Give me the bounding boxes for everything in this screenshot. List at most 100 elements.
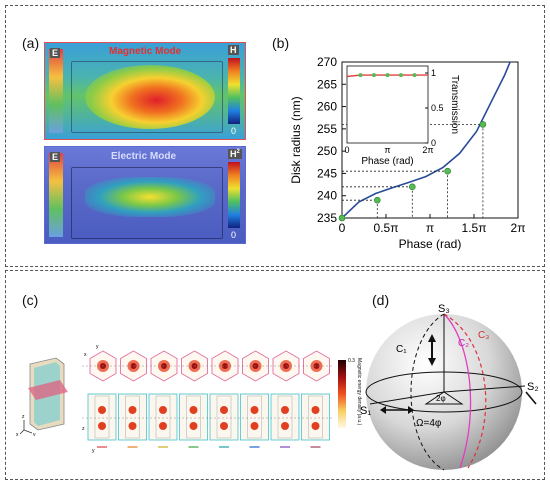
y-axis-label: Disk radius (nm): [289, 96, 303, 183]
inset-x-tick-label: 2π: [422, 145, 433, 155]
pillar-hotspot-top: [311, 406, 320, 414]
y-tick-label: 245: [317, 166, 337, 180]
y-tick-label: 265: [317, 77, 337, 91]
y-tick-label: 260: [317, 100, 337, 114]
axis3d-y: y: [33, 432, 36, 436]
electric-h-label: H2: [228, 149, 242, 159]
pillar-hotspot-bottom: [281, 422, 289, 430]
pillar-outline: [155, 395, 171, 439]
magnetic-colorbar: [228, 58, 240, 124]
x-tick-label: 1.5π: [462, 221, 487, 235]
panel-d-label: (d): [372, 292, 390, 308]
poincare-sphere: S₃ S₁ S₂ C₁ C₂ C₃ 2φ Ω=4φ: [360, 303, 539, 471]
inset-point: [371, 73, 376, 78]
pillar-cell: [270, 393, 300, 441]
inset-y-tick-label: 0.5: [431, 103, 444, 113]
magnetic-h-label: H: [228, 45, 239, 55]
bottom-axis-y: y: [92, 448, 95, 454]
x-axis-label: Phase (rad): [399, 237, 462, 251]
hexagon-core: [313, 363, 320, 369]
hexagon-core: [130, 363, 137, 369]
energy-colorbar-max: 0.3: [348, 358, 355, 364]
pillar-cell: [179, 393, 208, 441]
angle-label: 2φ: [436, 394, 446, 403]
bottom-axis-z: z: [82, 426, 85, 432]
energy-colorbar: [338, 360, 346, 428]
inset-y-tick-label: 1: [431, 68, 436, 78]
pillar-outline: [186, 395, 201, 439]
data-point: [373, 196, 381, 204]
axis3d-x: x: [16, 432, 19, 436]
pillar-hotspot-top: [281, 406, 289, 414]
x-tick-label: 0: [339, 221, 346, 235]
y-tick-label: 255: [317, 122, 337, 136]
pillar-outline: [247, 395, 262, 439]
data-point: [409, 183, 416, 191]
pillar-hotspot-bottom: [220, 422, 228, 430]
c2-label: C₂: [458, 338, 469, 349]
top-axis-x: x: [84, 352, 87, 358]
pillar-outline: [94, 395, 110, 439]
pillar-hotspot-top: [98, 406, 106, 414]
y-tick-label: 240: [317, 189, 337, 203]
top-panel-frame: [5, 5, 545, 267]
electric-e-label: E: [50, 152, 61, 162]
pillar-cell: [240, 393, 269, 441]
pillar-hotspot-bottom: [128, 422, 137, 430]
pillar-hotspot-top: [220, 406, 228, 414]
data-point: [444, 167, 451, 175]
inset-point: [412, 73, 417, 78]
radius-curve: [341, 61, 511, 219]
electric-zero-label: 0: [231, 230, 237, 240]
panel-c-label: (c): [22, 292, 39, 308]
panel-a-label: (a): [22, 35, 40, 51]
disk-radius-chart: 0 0.5π π 1.5π 2π 235 240 245 250 255 260 265 270 Phas…: [289, 55, 526, 251]
magnetic-e-axis: [49, 49, 63, 133]
data-point: [338, 214, 346, 222]
axis3d-z: z: [22, 414, 25, 420]
hexagon-core: [222, 363, 228, 369]
inset-y-axis-label: Transmission: [449, 75, 460, 134]
pillar-hotspot-bottom: [250, 422, 259, 430]
x-tick-label: 2π: [511, 221, 526, 235]
bottom-panel-frame: [5, 270, 545, 480]
pillar-cell: [301, 393, 330, 441]
pillar-hotspot-top: [189, 406, 198, 414]
panel-b-label: (b): [272, 35, 290, 51]
pillar-outline: [125, 395, 140, 439]
pillar-cell: [118, 393, 147, 441]
nanopillar-3d-schematic: z x y: [16, 352, 72, 438]
inset-x-tick-label: 0: [344, 145, 349, 155]
inset-y-tick-label: 0: [431, 138, 436, 148]
inset-frame: [346, 65, 429, 144]
electric-colorbar: [228, 162, 240, 228]
y-tick-label: 270: [317, 55, 337, 69]
s1-label: S₁: [360, 405, 371, 417]
s3-label: S₃: [438, 303, 450, 315]
electric-mode-image: E Electric Mode H2 0: [44, 146, 246, 244]
magnetic-mode-title: Magnetic Mode: [109, 46, 182, 57]
magnetic-e-label: E: [50, 48, 61, 58]
magnetic-zero-label: 0: [231, 126, 237, 136]
pillar-hotspot-bottom: [311, 422, 320, 430]
electric-mode-title: Electric Mode: [111, 151, 177, 162]
pillar-hotspot-bottom: [159, 422, 167, 430]
inset-x-axis-label: Phase (rad): [361, 156, 413, 167]
pillar-cell: [87, 393, 117, 441]
inset-point: [358, 73, 363, 78]
pillar-hotspot-top: [159, 406, 167, 414]
x-tick-label: 0.5π: [374, 221, 399, 235]
c3-label: C₃: [478, 330, 489, 341]
pillar-hotspot-bottom: [98, 422, 106, 430]
pillar-outline: [216, 395, 232, 439]
top-axis-y: y: [96, 344, 99, 350]
pillar-hotspot-bottom: [189, 422, 198, 430]
pillar-cell: [209, 393, 239, 441]
y-tick-label: 235: [317, 211, 337, 225]
c1-label: C₁: [396, 344, 407, 355]
x-tick-label: π: [426, 221, 434, 235]
pillar-outline: [308, 395, 323, 439]
magnetic-mode-image: E Magnetic Mode H 0: [44, 42, 246, 140]
y-tick-label: 250: [317, 144, 337, 158]
